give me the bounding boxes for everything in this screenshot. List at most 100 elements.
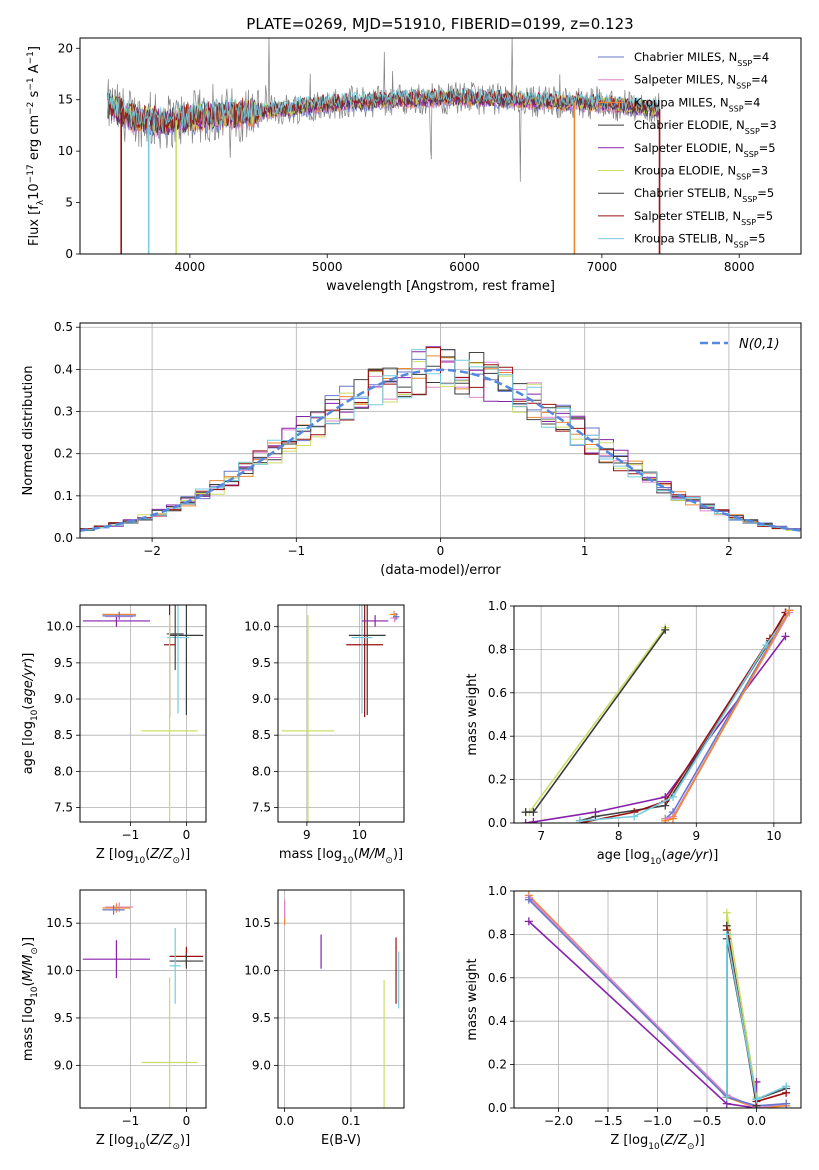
- x-tick-label: 7000: [587, 260, 618, 274]
- legend-label: Chabrier ELODIE, NSSP=3: [634, 118, 777, 136]
- residuals-panel: −2 −1 0 1 2 0.0 0.1 0.2 0.3 0.4 0.5 (data-model)/er…: [21, 320, 802, 578]
- x-tick-label: −1: [122, 828, 140, 842]
- x-tick-label: 1: [581, 544, 589, 558]
- y-tick-label: 9.0: [54, 692, 73, 706]
- mass-weight-line: [726, 912, 758, 1098]
- mass-weight-point: [575, 816, 584, 823]
- axis-label: mass [log10(M/M⊙)]: [279, 847, 403, 866]
- spectrum-plot-area: [107, 38, 661, 254]
- mass-weight-line: [579, 612, 791, 822]
- axis-label: E(B-V): [321, 1133, 361, 1148]
- y-tick-label: 8.0: [252, 764, 271, 778]
- x-tick-label: 5000: [312, 260, 343, 274]
- mass-weight-point: [782, 1099, 791, 1108]
- figure-title: PLATE=0269, MJD=51910, FIBERID=0199, z=0…: [246, 15, 633, 33]
- legend-label: Salpeter ELODIE, NSSP=5: [634, 141, 776, 159]
- y-tick-label: 1.0: [488, 884, 507, 898]
- x-tick-label: 4000: [175, 260, 206, 274]
- plot-frame: [277, 604, 405, 823]
- x-tick-label: 10: [352, 828, 367, 842]
- x-tick-label: −1.5: [593, 1114, 622, 1128]
- y-tick-label: 0.8: [488, 927, 507, 941]
- y-tick-label: 9.0: [252, 692, 271, 706]
- y-tick-label: 10.0: [46, 620, 73, 634]
- legend-label: Kroupa ELODIE, NSSP=3: [634, 164, 768, 182]
- legend-label: N(0,1): [739, 337, 780, 352]
- x-tick-label: −2: [143, 544, 161, 558]
- mass-Z-panel: −1 0 9.0 9.5 10.0 10.5 Z [log10(Z/Z⊙)] mass [lo…: [21, 889, 207, 1152]
- y-tick-label: 10.0: [244, 620, 271, 634]
- y-tick-label: 9.0: [252, 1058, 271, 1072]
- x-tick-label: 8000: [724, 260, 755, 274]
- mass-weight-line: [528, 899, 787, 1107]
- y-tick-label: 9.5: [54, 656, 73, 670]
- axis-label: Flux [fλ10−17 erg cm−2 s−1 A−1]: [26, 46, 46, 246]
- mass-weight-point: [521, 819, 530, 823]
- massweight-age-plot-area: [521, 606, 794, 823]
- mass-weight-line: [525, 627, 666, 813]
- y-tick-label: 7.5: [252, 801, 271, 815]
- y-tick-label: 0.2: [488, 773, 507, 787]
- x-tick-label: −1: [122, 1114, 140, 1128]
- mass-weight-point: [722, 1093, 731, 1102]
- y-tick-label: 0.8: [488, 642, 507, 656]
- mass-weight-point: [521, 808, 530, 817]
- mass-weight-point: [529, 808, 538, 817]
- mass-weight-line: [525, 635, 787, 823]
- gaussian-curve: [80, 368, 801, 532]
- y-tick-label: 10.0: [46, 964, 73, 978]
- y-tick-label: 0.2: [488, 1058, 507, 1072]
- legend-label: Salpeter STELIB, NSSP=5: [634, 209, 773, 227]
- mass-weight-point: [785, 606, 794, 615]
- mass-weight-line: [726, 934, 787, 1101]
- x-tick-label: 0: [183, 1114, 191, 1128]
- x-tick-label: −1.0: [643, 1114, 672, 1128]
- mass-weight-line: [528, 920, 758, 1108]
- y-tick-label: 9.5: [252, 656, 271, 670]
- axis-label: Z [log10(Z/Z⊙)]: [610, 1133, 704, 1152]
- massweight-Z-panel: −2.0 −1.5 −1.0 −0.5 0.0 0.0 0.2 0.4 0.6 0.8 1.0 Z […: [465, 884, 802, 1152]
- mass-weight-point: [781, 632, 790, 641]
- model-spectrum-line: [107, 87, 660, 133]
- x-tick-label: 0.0: [747, 1114, 766, 1128]
- mass-weight-point: [529, 817, 538, 823]
- axis-label: mass weight: [465, 673, 480, 755]
- y-tick-label: 10.0: [244, 964, 271, 978]
- x-tick-label: 0: [183, 828, 191, 842]
- mass-weight-point: [722, 908, 731, 917]
- mass-weight-point: [782, 1082, 791, 1091]
- y-tick-label: 0.3: [54, 405, 73, 419]
- y-tick-label: 10.5: [244, 916, 271, 930]
- axis-label: mass weight: [465, 958, 480, 1040]
- y-tick-label: 0.0: [488, 1101, 507, 1115]
- age-mass-panel: 9 10 7.5 8.0 8.5 9.0 9.5 10.0 mass [log10(M/M⊙)]: [244, 604, 405, 866]
- mass-weight-point: [524, 917, 533, 926]
- y-tick-label: 9.5: [252, 1011, 271, 1025]
- legend-label: Kroupa STELIB, NSSP=5: [634, 232, 765, 250]
- plot-frame: [79, 604, 207, 823]
- y-tick-label: 0: [65, 247, 73, 261]
- axis-label: Z [log10(Z/Z⊙)]: [96, 1133, 190, 1152]
- mass-weight-point: [630, 812, 639, 821]
- mass-weight-line: [579, 612, 787, 822]
- plot-frame: [277, 889, 405, 1109]
- mass-weight-point: [669, 814, 678, 823]
- plot-frame: [79, 37, 802, 255]
- residuals-plot-area: [80, 346, 801, 532]
- mass-weight-point: [661, 816, 670, 823]
- x-tick-label: −2.0: [544, 1114, 573, 1128]
- histogram-series-line: [80, 347, 801, 531]
- massweight-age-panel: 7 8 9 10 0.0 0.2 0.4 0.6 0.8 1.0 age [log10(age/yr…: [465, 599, 802, 867]
- mass-weight-point: [524, 895, 533, 904]
- mass-weight-point: [722, 930, 731, 939]
- y-tick-label: 5: [65, 196, 73, 210]
- x-tick-label: 9: [692, 829, 700, 843]
- y-tick-label: 0.0: [488, 816, 507, 830]
- mass-weight-point: [669, 792, 678, 801]
- y-tick-label: 0.5: [54, 320, 73, 334]
- x-tick-label: 2: [725, 544, 733, 558]
- spectrum-legend: Chabrier MILES, NSSP=4 Salpeter MILES, NS…: [598, 50, 777, 249]
- y-tick-label: 20: [58, 41, 73, 55]
- axis-label: mass [log10(M/M⊙)]: [21, 937, 40, 1061]
